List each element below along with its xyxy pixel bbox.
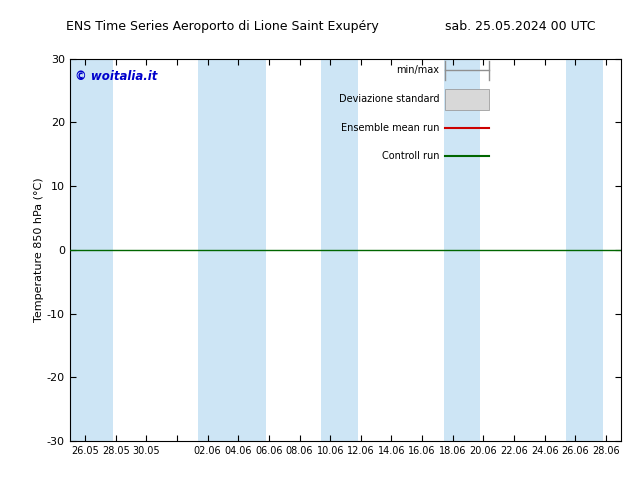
Text: min/max: min/max — [396, 65, 439, 75]
Bar — [198, 59, 235, 441]
Text: © woitalia.it: © woitalia.it — [75, 70, 158, 83]
Bar — [229, 59, 266, 441]
Bar — [444, 59, 481, 441]
Text: sab. 25.05.2024 00 UTC: sab. 25.05.2024 00 UTC — [444, 20, 595, 33]
Text: ENS Time Series Aeroporto di Lione Saint Exupéry: ENS Time Series Aeroporto di Lione Saint… — [65, 20, 378, 33]
Bar — [70, 59, 113, 441]
Text: Ensemble mean run: Ensemble mean run — [341, 122, 439, 133]
Bar — [566, 59, 603, 441]
Text: Controll run: Controll run — [382, 151, 439, 161]
Bar — [321, 59, 358, 441]
Text: Deviazione standard: Deviazione standard — [339, 94, 439, 104]
Bar — [445, 89, 489, 110]
Y-axis label: Temperature 850 hPa (°C): Temperature 850 hPa (°C) — [34, 177, 44, 322]
